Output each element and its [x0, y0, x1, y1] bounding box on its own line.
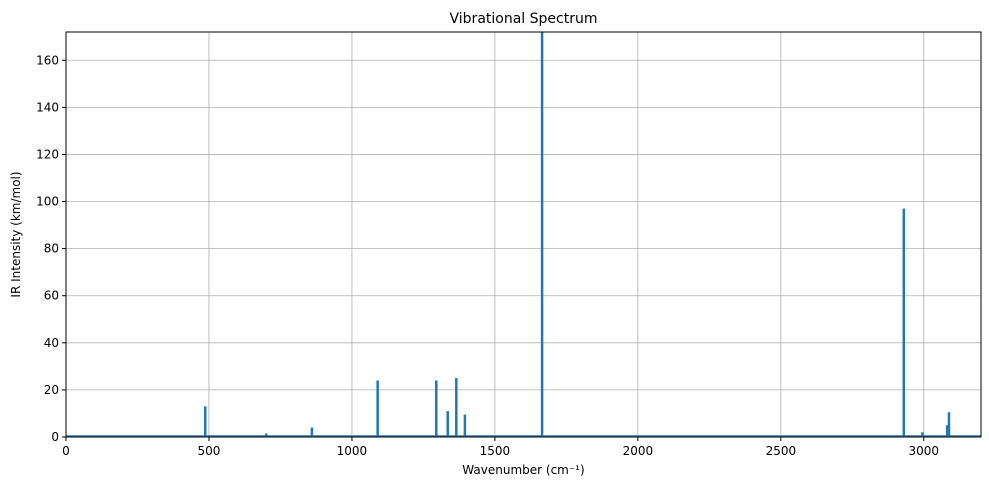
x-tick-label: 2000 — [623, 444, 654, 458]
x-tick-label: 1000 — [337, 444, 368, 458]
y-tick-label: 120 — [36, 147, 59, 161]
chart-title: Vibrational Spectrum — [450, 11, 598, 27]
x-tick-label: 1500 — [480, 444, 511, 458]
y-tick-label: 80 — [44, 242, 59, 256]
y-axis-label: IR Intensity (km/mol) — [9, 171, 23, 297]
x-tick-label: 0 — [62, 444, 70, 458]
x-tick-label: 2500 — [766, 444, 797, 458]
x-tick-label: 3000 — [909, 444, 940, 458]
plot-frame — [65, 31, 982, 438]
x-tick-label: 500 — [198, 444, 221, 458]
y-tick-label: 40 — [44, 336, 59, 350]
y-tick-label: 20 — [44, 383, 59, 397]
y-tick-label: 100 — [36, 195, 59, 209]
x-axis-label: Wavenumber (cm⁻¹) — [462, 463, 584, 477]
y-tick-label: 60 — [44, 289, 59, 303]
y-tick-label: 0 — [51, 430, 59, 444]
y-tick-label: 160 — [36, 53, 59, 67]
y-tick-label: 140 — [36, 100, 59, 114]
